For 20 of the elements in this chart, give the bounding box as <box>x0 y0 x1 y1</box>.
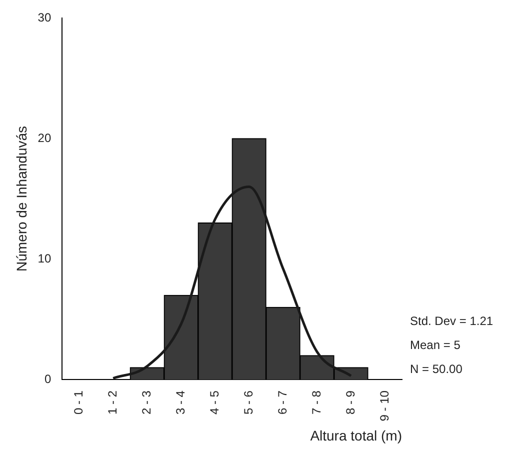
y-tick-label: 10 <box>38 251 52 266</box>
line-series <box>112 185 352 380</box>
x-tick-label: 9 - 10 <box>377 390 392 422</box>
text: N = 50.00 <box>410 362 463 376</box>
x-axis-title: Altura total (m) <box>310 427 402 444</box>
text: Std. Dev = 1.21 <box>410 314 494 328</box>
x-tick-label: 2 - 3 <box>139 390 154 415</box>
x-tick-label: 4 - 5 <box>207 390 222 415</box>
text: Mean = 5 <box>410 338 461 352</box>
x-tick-label: 8 - 9 <box>343 390 358 415</box>
x-tick-label: 5 - 6 <box>241 390 256 415</box>
x-tick-label: 3 - 4 <box>173 390 188 415</box>
y-tick-label: 20 <box>38 130 52 145</box>
x-tick-label: 7 - 8 <box>309 390 324 415</box>
y-tick-label: 30 <box>38 10 52 24</box>
y-tick-label: 0 <box>44 372 52 386</box>
x-tick-label: 0 - 1 <box>71 390 86 415</box>
y-axis-title: Número de Inhanduvás <box>13 126 30 272</box>
x-tick-label: 6 - 7 <box>275 390 290 415</box>
x-tick-label: 1 - 2 <box>105 390 120 415</box>
